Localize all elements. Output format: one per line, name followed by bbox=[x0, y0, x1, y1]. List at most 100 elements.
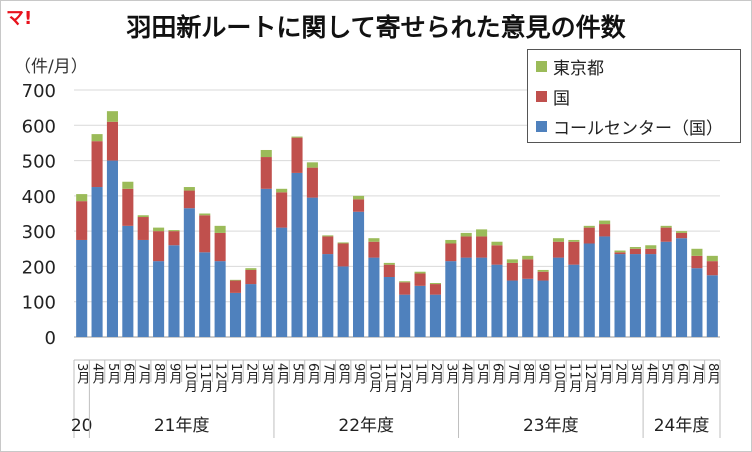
bar-segment-series-0 bbox=[476, 257, 488, 337]
bar-segment-series-2 bbox=[214, 225, 226, 233]
bar-segment-series-2 bbox=[153, 227, 165, 232]
bar-segment-series-1 bbox=[260, 157, 272, 189]
bar-segment-series-0 bbox=[199, 252, 211, 337]
bar-segment-series-1 bbox=[106, 121, 118, 161]
bar-segment-series-1 bbox=[429, 284, 441, 295]
bar-segment-series-0 bbox=[291, 172, 303, 337]
bar-segment-series-2 bbox=[322, 235, 334, 237]
bar-segment-series-1 bbox=[122, 188, 134, 226]
bar-segment-series-0 bbox=[245, 284, 257, 337]
bar-segment-series-1 bbox=[214, 232, 226, 262]
bar-segment-series-1 bbox=[91, 141, 103, 188]
bar-segment-series-0 bbox=[137, 239, 149, 337]
x-month-label: 2月 bbox=[243, 363, 259, 386]
y-tick-label: 700 bbox=[22, 81, 56, 102]
x-month-label: 2月 bbox=[428, 363, 444, 386]
x-month-label: 5月 bbox=[105, 363, 121, 386]
bar-segment-series-1 bbox=[414, 273, 426, 286]
bar-segment-series-2 bbox=[691, 248, 703, 256]
bar-segment-series-2 bbox=[399, 281, 411, 283]
bar-segment-series-0 bbox=[337, 266, 349, 337]
bar-segment-series-0 bbox=[322, 254, 334, 337]
bar-segment-series-2 bbox=[506, 259, 518, 263]
x-month-label: 9月 bbox=[351, 363, 367, 386]
bar-segment-series-1 bbox=[460, 236, 472, 258]
bar-segment-series-0 bbox=[491, 264, 503, 337]
bar-segment-series-1 bbox=[322, 236, 334, 255]
bar-segment-series-2 bbox=[76, 194, 88, 202]
bar-segment-series-0 bbox=[599, 236, 611, 337]
x-month-label: 5月 bbox=[474, 363, 490, 386]
bar-segment-series-2 bbox=[552, 238, 565, 242]
x-month-label: 6月 bbox=[489, 363, 505, 386]
bar-segment-series-1 bbox=[676, 232, 688, 239]
legend-item-national: 国 bbox=[536, 84, 570, 109]
bar-segment-series-1 bbox=[383, 264, 395, 278]
bar-segment-series-0 bbox=[691, 268, 703, 337]
bar-segment-series-1 bbox=[629, 248, 641, 255]
y-tick-label: 200 bbox=[22, 257, 56, 278]
x-month-label: 4月 bbox=[643, 363, 659, 386]
bar-segment-series-1 bbox=[183, 190, 195, 209]
bar-segment-series-0 bbox=[414, 285, 426, 337]
y-axis-unit-label: （件/月） bbox=[14, 57, 88, 77]
bar-segment-series-0 bbox=[660, 241, 672, 337]
x-month-label: 1月 bbox=[413, 363, 429, 386]
bar-segment-series-1 bbox=[445, 243, 457, 262]
bar-segment-series-1 bbox=[276, 192, 288, 228]
x-month-label: 6月 bbox=[120, 363, 136, 386]
x-month-label: 5月 bbox=[290, 363, 306, 386]
bar-segment-series-1 bbox=[137, 217, 149, 240]
bar-segment-series-0 bbox=[260, 188, 272, 337]
bar-segment-series-0 bbox=[583, 243, 595, 337]
legend-item-call-center: コールセンター（国） bbox=[536, 114, 723, 139]
legend-swatch-call-center bbox=[536, 120, 547, 132]
x-month-label: 6月 bbox=[305, 363, 321, 386]
bar-segment-series-2 bbox=[368, 238, 380, 242]
bar-segment-series-2 bbox=[476, 229, 488, 237]
x-month-label: 4月 bbox=[459, 363, 475, 386]
bar-segment-series-2 bbox=[245, 268, 257, 270]
x-month-label: 11月 bbox=[197, 363, 213, 394]
bar-segment-series-0 bbox=[445, 261, 457, 337]
x-month-label: 7月 bbox=[136, 363, 152, 386]
bar-segment-series-2 bbox=[445, 239, 457, 244]
bar-segment-series-2 bbox=[522, 255, 534, 260]
bar-segment-series-0 bbox=[460, 257, 472, 337]
bar-segment-series-2 bbox=[306, 162, 318, 168]
bar-segment-series-2 bbox=[168, 230, 180, 232]
bar-segment-series-0 bbox=[368, 257, 380, 337]
bar-segment-series-2 bbox=[660, 225, 672, 228]
x-month-label: 11月 bbox=[566, 363, 582, 394]
bar-segment-series-2 bbox=[706, 255, 718, 262]
x-month-label: 8月 bbox=[705, 363, 721, 386]
legend-item-tokyo: 東京都 bbox=[536, 54, 604, 79]
bar-segment-series-2 bbox=[614, 250, 626, 253]
x-month-label: 7月 bbox=[505, 363, 521, 386]
y-tick-label: 300 bbox=[22, 222, 56, 243]
bar-segment-series-1 bbox=[583, 227, 595, 244]
bar-segment-series-2 bbox=[122, 181, 134, 189]
y-tick-label: 500 bbox=[22, 152, 56, 173]
bar-segment-series-0 bbox=[91, 187, 103, 337]
bar-segment-series-0 bbox=[429, 294, 441, 337]
bar-segment-series-1 bbox=[337, 243, 349, 267]
year-group-label: 24年度 bbox=[654, 416, 710, 436]
bar-segment-series-1 bbox=[168, 231, 180, 246]
bar-segment-series-2 bbox=[599, 220, 611, 225]
x-month-label: 8月 bbox=[336, 363, 352, 386]
bar-segment-series-2 bbox=[383, 262, 395, 265]
bar-segment-series-2 bbox=[537, 269, 549, 272]
bar-segment-series-2 bbox=[260, 149, 272, 158]
x-month-label: 2月 bbox=[613, 363, 629, 386]
bar-segment-series-2 bbox=[137, 215, 149, 218]
x-month-label: 3月 bbox=[74, 363, 90, 386]
bar-segment-series-0 bbox=[552, 257, 565, 337]
chart-title: 羽田新ルートに関して寄せられた意見の件数 bbox=[126, 13, 626, 42]
legend-swatch-national bbox=[536, 90, 547, 102]
bar-segment-series-1 bbox=[660, 227, 672, 242]
x-month-label: 9月 bbox=[166, 363, 182, 386]
bar-segment-series-0 bbox=[229, 292, 242, 337]
bar-segment-series-1 bbox=[506, 262, 518, 281]
